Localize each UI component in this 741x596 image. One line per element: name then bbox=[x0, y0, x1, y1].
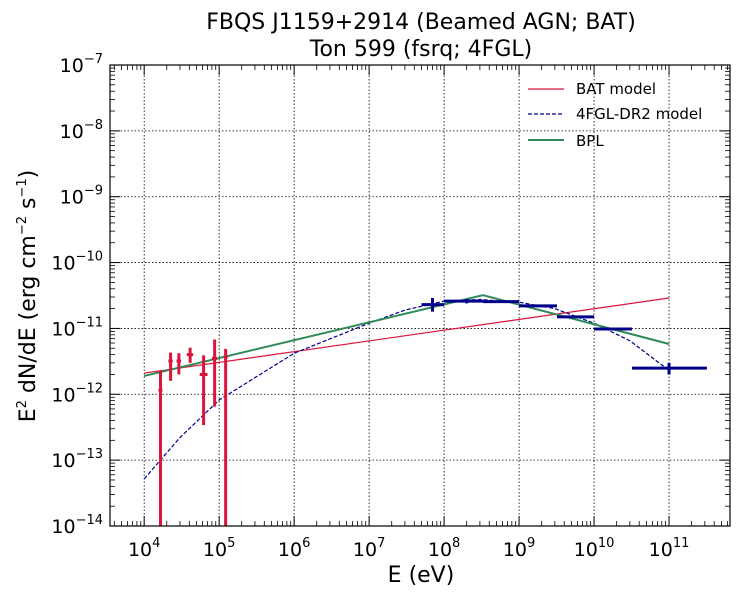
x-tick-exponent: 7 bbox=[377, 536, 385, 551]
x-tick-label: 105 bbox=[203, 536, 235, 561]
x-tick-exponent: 10 bbox=[598, 536, 615, 551]
fermi-data-point bbox=[421, 297, 445, 312]
x-tick-exponent: 6 bbox=[302, 536, 310, 551]
x-tick-label: 109 bbox=[503, 536, 535, 561]
y-axis-label-part-2: dN/dE (erg cm bbox=[16, 235, 41, 400]
plot-frame bbox=[109, 64, 731, 527]
fermi-data-point bbox=[482, 300, 520, 304]
y-tick-base: 10 bbox=[60, 121, 84, 143]
legend-label-4fgl-model: 4FGL-DR2 model bbox=[576, 105, 702, 123]
x-tick-base: 10 bbox=[649, 539, 673, 561]
y-tick-exponent: −8 bbox=[84, 118, 103, 133]
y-tick-exponent: −11 bbox=[76, 315, 103, 330]
bat-data-point bbox=[186, 347, 194, 363]
y-axis-label-part-1: E bbox=[16, 408, 41, 422]
x-tick-base: 10 bbox=[203, 539, 227, 561]
y-tick-base: 10 bbox=[51, 516, 75, 538]
bat-data-point bbox=[211, 339, 218, 407]
fermi-data-point bbox=[556, 315, 595, 319]
minor-ticks bbox=[110, 64, 730, 527]
y-tick-label: 10−12 bbox=[51, 381, 103, 406]
x-tick-exponent: 11 bbox=[673, 536, 690, 551]
y-tick-exponent: −14 bbox=[76, 513, 103, 528]
y-axis-label-sup-2: −2 bbox=[15, 216, 30, 235]
y-tick-label: 10−8 bbox=[60, 118, 103, 143]
legend-label-bat-model: BAT model bbox=[576, 80, 656, 98]
y-tick-label: 10−13 bbox=[51, 447, 103, 472]
y-tick-base: 10 bbox=[51, 450, 75, 472]
4fgl-dr2-model-line bbox=[143, 298, 670, 480]
x-tick-base: 10 bbox=[278, 539, 302, 561]
y-tick-base: 10 bbox=[51, 318, 75, 340]
x-tick-base: 10 bbox=[428, 539, 452, 561]
fermi-data-point bbox=[444, 298, 483, 304]
y-axis-label-part-4: ) bbox=[16, 170, 41, 179]
y-tick-base: 10 bbox=[60, 55, 84, 77]
x-tick-exponent: 9 bbox=[527, 536, 535, 551]
y-tick-label: 10−14 bbox=[51, 513, 103, 538]
y-axis-label: E2 dN/dE (erg cm−2 s−1) bbox=[15, 170, 41, 423]
bat-data-point bbox=[223, 348, 228, 526]
x-tick-base: 10 bbox=[503, 539, 527, 561]
y-axis-label-sup-3: −1 bbox=[15, 178, 30, 197]
bat-model-line bbox=[144, 297, 670, 374]
y-tick-base: 10 bbox=[60, 187, 84, 209]
x-tick-label: 107 bbox=[353, 536, 385, 561]
x-tick-base: 10 bbox=[574, 539, 598, 561]
x-tick-label: 106 bbox=[278, 536, 310, 561]
y-axis-label-sup-1: 2 bbox=[15, 400, 30, 408]
bat-data-point bbox=[176, 353, 182, 375]
y-tick-base: 10 bbox=[51, 253, 75, 275]
y-axis-label-part-3: s bbox=[16, 197, 41, 215]
legend: BAT model 4FGL-DR2 model BPL bbox=[528, 80, 702, 150]
x-tick-label: 1010 bbox=[574, 536, 615, 561]
y-tick-exponent: −13 bbox=[76, 447, 103, 462]
y-tick-label: 10−9 bbox=[60, 184, 103, 209]
y-tick-exponent: −9 bbox=[84, 184, 103, 199]
y-tick-exponent: −10 bbox=[76, 250, 103, 265]
grid-lines bbox=[110, 64, 730, 527]
y-tick-exponent: −7 bbox=[84, 52, 103, 67]
fermi-data-point bbox=[631, 362, 707, 375]
bat-data-point bbox=[168, 352, 173, 381]
legend-label-bpl: BPL bbox=[576, 132, 604, 150]
y-tick-exponent: −12 bbox=[76, 381, 103, 396]
bat-data-point bbox=[158, 370, 163, 526]
chart-title-line-2: Ton 599 (fsrq; 4FGL) bbox=[309, 37, 532, 62]
x-tick-base: 10 bbox=[128, 539, 152, 561]
model-lines bbox=[143, 294, 670, 480]
x-axis-label: E (eV) bbox=[388, 563, 455, 588]
fermi-data-point bbox=[519, 304, 557, 308]
data-points bbox=[158, 297, 707, 526]
fermi-data-point bbox=[594, 327, 632, 331]
y-tick-label: 10−11 bbox=[51, 315, 103, 340]
bat-data-point bbox=[199, 355, 208, 426]
x-tick-exponent: 4 bbox=[152, 536, 160, 551]
y-tick-base: 10 bbox=[51, 384, 75, 406]
y-tick-label: 10−10 bbox=[51, 250, 103, 275]
x-tick-label: 104 bbox=[128, 536, 160, 561]
chart-title-line-1: FBQS J1159+2914 (Beamed AGN; BAT) bbox=[206, 10, 636, 35]
x-tick-exponent: 5 bbox=[227, 536, 235, 551]
x-tick-label: 108 bbox=[428, 536, 460, 561]
y-tick-label: 10−7 bbox=[60, 52, 103, 77]
x-tick-label: 1011 bbox=[649, 536, 690, 561]
x-tick-labels: 104 105 106 107 108 109 1010 1011 bbox=[128, 536, 689, 561]
x-tick-base: 10 bbox=[353, 539, 377, 561]
x-tick-exponent: 8 bbox=[452, 536, 460, 551]
